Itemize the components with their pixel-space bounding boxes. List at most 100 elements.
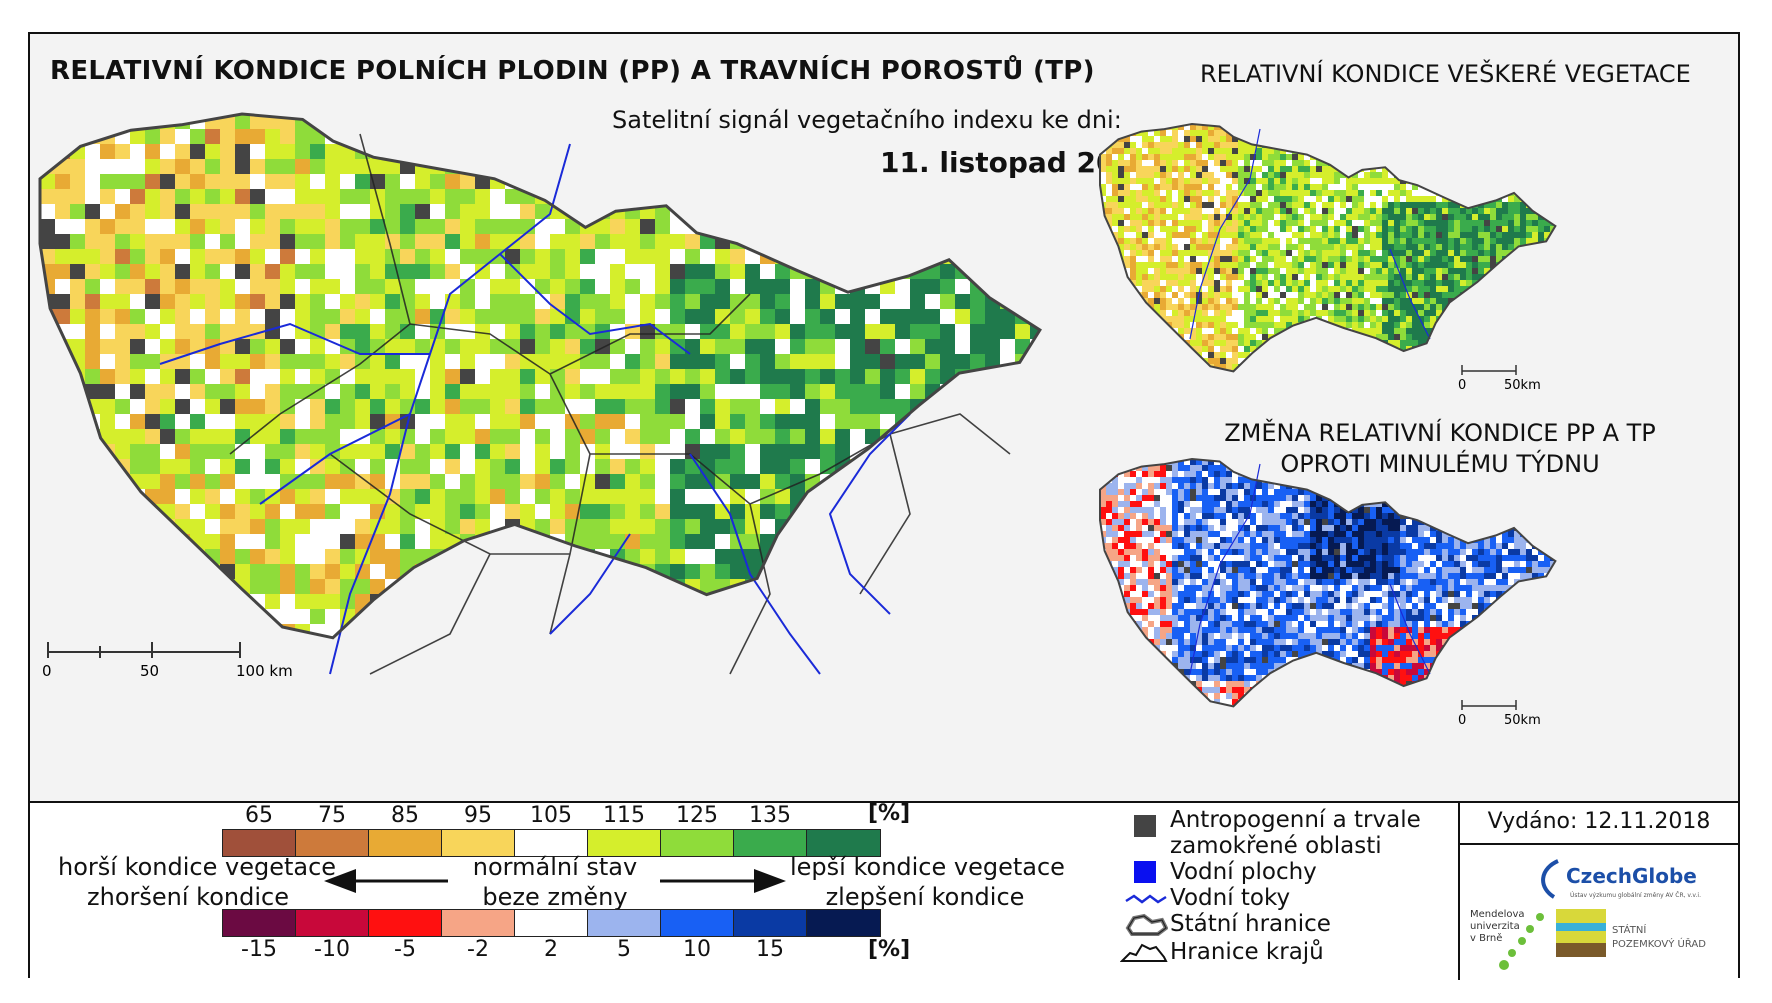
condition-cell	[985, 489, 1001, 505]
vegetation-cell	[1232, 280, 1239, 287]
vegetation-cell	[1220, 184, 1227, 191]
vegetation-cell	[1526, 166, 1533, 173]
condition-cell	[220, 549, 236, 565]
condition-cell	[220, 204, 236, 220]
vegetation-cell	[1496, 232, 1503, 239]
condition-cell	[280, 444, 296, 460]
vegetation-cell	[1460, 268, 1467, 275]
condition-cell	[850, 309, 866, 325]
condition-cell	[670, 249, 686, 265]
vegetation-cell	[1466, 292, 1473, 299]
vegetation-cell	[1406, 160, 1413, 167]
vegetation-cell	[1334, 274, 1341, 281]
condition-cell	[205, 504, 221, 520]
condition-cell	[595, 459, 611, 475]
vegetation-cell	[1400, 220, 1407, 227]
vegetation-cell	[1556, 172, 1560, 179]
vegetation-cell	[1172, 148, 1179, 155]
condition-cell	[805, 279, 821, 295]
condition-cell	[625, 339, 641, 355]
vegetation-cell	[1508, 238, 1515, 245]
condition-cell	[625, 459, 641, 475]
vegetation-cell	[1130, 160, 1137, 167]
condition-cell	[790, 354, 806, 370]
vegetation-cell	[1358, 136, 1365, 143]
vegetation-cell	[1256, 292, 1263, 299]
condition-cell	[730, 264, 746, 280]
condition-cell	[565, 234, 581, 250]
condition-cell	[775, 204, 791, 220]
condition-cell	[580, 159, 596, 175]
condition-cell	[955, 504, 971, 520]
vegetation-cell	[1430, 280, 1437, 287]
condition-cell	[730, 159, 746, 175]
condition-cell	[340, 264, 356, 280]
condition-cell	[625, 489, 641, 505]
vegetation-cell	[1166, 250, 1173, 257]
condition-cell	[970, 504, 986, 520]
vegetation-cell	[1442, 202, 1449, 209]
condition-cell	[370, 114, 386, 130]
vegetation-cell	[1424, 136, 1431, 143]
condition-cell	[1045, 159, 1061, 175]
condition-cell	[430, 354, 446, 370]
condition-cell	[970, 429, 986, 445]
condition-cell	[40, 354, 56, 370]
condition-cell	[685, 309, 701, 325]
condition-cell	[865, 504, 881, 520]
condition-cell	[625, 519, 641, 535]
vegetation-cell	[1256, 316, 1263, 323]
vegetation-cell	[1538, 190, 1545, 197]
vegetation-cell	[1184, 130, 1191, 137]
condition-cell	[640, 429, 656, 445]
condition-cell	[490, 294, 506, 310]
condition-cell	[115, 414, 131, 430]
vegetation-cell	[1166, 286, 1173, 293]
condition-cell	[850, 324, 866, 340]
condition-cell	[205, 429, 221, 445]
condition-cell	[400, 594, 416, 610]
vegetation-cell	[1250, 232, 1257, 239]
vegetation-cell	[1226, 310, 1233, 317]
vegetation-cell	[1118, 232, 1125, 239]
condition-cell	[805, 444, 821, 460]
vegetation-cell	[1316, 220, 1323, 227]
vegetation-cell	[1358, 208, 1365, 215]
vegetation-cell	[1412, 268, 1419, 275]
vegetation-cell	[1430, 142, 1437, 149]
vegetation-cell	[1484, 136, 1491, 143]
vegetation-cell	[1526, 310, 1533, 317]
condition-cell	[415, 249, 431, 265]
condition-cell	[250, 354, 266, 370]
vegetation-cell	[1256, 178, 1263, 185]
vegetation-cell	[1376, 268, 1383, 275]
vegetation-cell	[1304, 154, 1311, 161]
vegetation-cell	[1346, 148, 1353, 155]
vegetation-cell	[1214, 184, 1221, 191]
condition-cell	[400, 609, 416, 625]
condition-cell	[55, 279, 71, 295]
condition-cell	[550, 309, 566, 325]
vegetation-cell	[1340, 136, 1347, 143]
condition-cell	[175, 579, 191, 595]
vegetation-cell	[1466, 316, 1473, 323]
condition-cell	[940, 609, 956, 625]
vegetation-cell	[1340, 190, 1347, 197]
condition-cell	[505, 429, 521, 445]
vegetation-cell	[1190, 298, 1197, 305]
condition-cell	[250, 639, 266, 655]
vegetation-cell	[1520, 268, 1527, 275]
vegetation-cell	[1268, 172, 1275, 179]
condition-cell	[670, 399, 686, 415]
condition-cell	[940, 534, 956, 550]
condition-cell	[745, 399, 761, 415]
vegetation-cell	[1514, 166, 1521, 173]
vegetation-cell	[1370, 274, 1377, 281]
vegetation-cell	[1460, 136, 1467, 143]
condition-cell	[745, 624, 761, 638]
condition-cell	[520, 219, 536, 235]
vegetation-cell	[1226, 208, 1233, 215]
condition-cell	[550, 444, 566, 460]
vegetation-cell	[1214, 262, 1221, 269]
vegetation-cell	[1538, 250, 1545, 257]
